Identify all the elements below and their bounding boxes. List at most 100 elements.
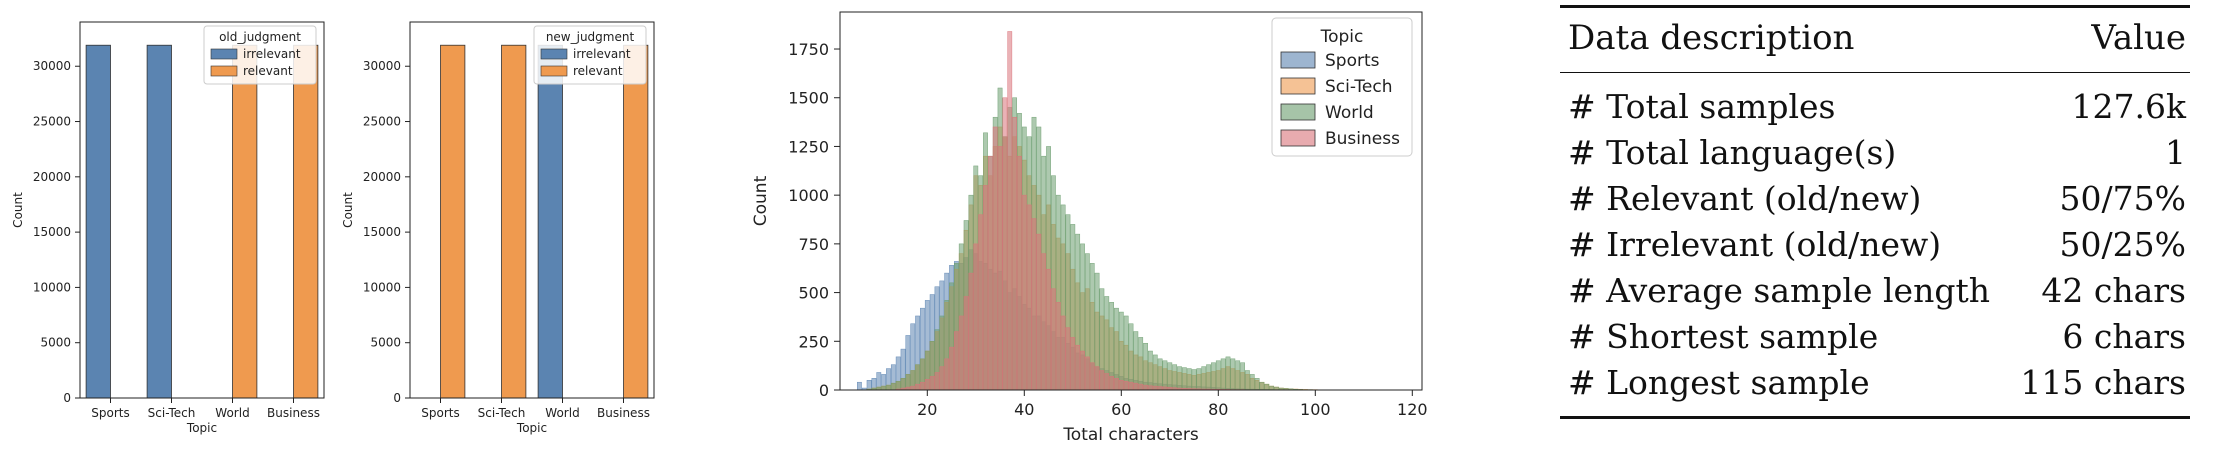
hist-bar-world [1167,362,1173,391]
hist-bar-business [1002,97,1008,391]
hist-bar-business [1046,268,1051,391]
hist-bar-business [1021,194,1027,391]
legend-label-sci-tech: Sci-Tech [1325,77,1393,97]
hist-bar-business [968,272,974,391]
plot-frame [409,21,655,399]
bar-sports-relevant [440,44,466,399]
old-judgment-bars [85,44,319,399]
y-tick-label: 750 [798,235,829,254]
hist-bar-business [1133,382,1139,391]
hist-bar-business [1094,366,1100,391]
old-judgment-y-axis: 0 5000 10000 15000 20000 25000 30000 [33,59,80,405]
hist-bar-world [1172,364,1178,391]
y-tick-label: 30000 [33,59,71,73]
hist-bar-world [1225,356,1231,391]
x-tick-label: 120 [1397,400,1428,419]
hist-bar-business [934,372,940,391]
legend-title: Topic [1320,27,1364,47]
y-tick-label: 10000 [363,280,401,294]
table-row: # Total language(s) 1 [1568,130,2186,176]
header-value: Value [2091,18,2186,58]
table-row: # Total samples 127.6k [1568,84,2186,130]
y-tick-label: 0 [63,391,71,405]
table-row: # Longest sample 115 chars [1568,360,2186,406]
row-value: 115 chars [2020,363,2186,402]
hist-bar-world [1133,331,1139,391]
hist-bar-world [1181,367,1187,391]
new-judgment-bar-chart: 0 5000 10000 15000 20000 25000 30000 Sports Sci… [341,21,655,435]
x-tick-label: 20 [917,400,937,419]
x-tick-label: Business [267,406,320,420]
x-tick-label: Sports [421,406,459,420]
legend-swatch-relevant [210,65,238,77]
histogram-legend: Topic Sports Sci-Tech World Business [1271,17,1413,157]
hist-bar-world [1235,360,1241,391]
hist-bar-business [1157,386,1163,391]
bar-sports-irrelevant [85,44,111,399]
table-header: Data description Value [1568,14,2186,62]
x-tick-label: 40 [1014,400,1034,419]
hist-bar-business [1099,370,1105,391]
hist-bar-world [1254,378,1260,391]
new-judgment-y-axis: 0 5000 10000 15000 20000 25000 30000 [363,59,410,405]
hist-bar-world [1143,342,1148,391]
new-judgment-bars [440,44,649,399]
hist-bar-business [992,126,998,391]
legend-label-irrelevant: irrelevant [573,47,631,61]
table-header-rule [1560,72,2190,73]
hist-bar-business [924,379,930,391]
hist-bar-business [983,185,988,391]
hist-bar-world [1157,358,1163,391]
x-tick-label: 60 [1111,400,1131,419]
y-tick-label: 5000 [370,336,401,350]
hist-bar-business [954,331,959,391]
hist-bar-world [1259,381,1265,391]
row-value: 127.6k [2071,87,2186,126]
x-tick-label: Sci-Tech [478,406,526,420]
legend-label-business: Business [1325,129,1400,149]
row-label: # Shortest sample [1568,317,1879,356]
table-row: # Irrelevant (old/new) 50/25% [1568,222,2186,268]
hist-bar-business [1031,218,1037,391]
plot-frame [79,21,325,399]
hist-bar-world [1269,385,1275,391]
y-tick-label: 10000 [33,280,71,294]
hist-bar-world [1152,354,1158,391]
hist-bar-world [1123,315,1129,391]
y-tick-label: 20000 [363,170,401,184]
table-bottom-rule [1560,416,2190,419]
hist-bar-business [1104,373,1110,391]
hist-bar-world [1206,364,1211,391]
x-tick-label: World [215,406,249,420]
hist-bar-world [890,382,896,391]
hist-bar-world [1177,366,1182,391]
y-tick-label: 5000 [40,336,71,350]
bar-business-relevant [623,44,649,399]
legend-label-sports: Sports [1325,51,1380,71]
legend-swatch-relevant [540,65,568,77]
new-judgment-legend: new_judgment irrelevant relevant [533,25,647,85]
row-value: 6 chars [2062,317,2186,356]
hist-bar-business [920,381,925,391]
hist-bar-world [1249,374,1255,391]
data-description-table: Data description Value # Total samples 1… [1560,0,2190,440]
y-tick-label: 0 [393,391,401,405]
y-tick-label: 1250 [788,137,829,156]
hist-bar-business [1114,378,1119,391]
y-tick-label: 30000 [363,59,401,73]
hist-bar-world [1128,323,1134,391]
hist-bar-business [1123,380,1129,391]
legend-swatch-irrelevant [540,48,568,60]
hist-bar-business [1084,356,1090,391]
bar-world-relevant [232,44,258,399]
y-tick-label: 15000 [33,225,71,239]
hist-bar-business [1138,383,1144,391]
hist-bar-business [973,243,979,391]
legend-title: old_judgment [219,30,301,44]
new-judgment-x-axis: Sports Sci-Tech World Business [421,398,650,420]
bar-sci-tech-irrelevant [146,44,172,399]
x-tick-label: Sports [91,406,129,420]
y-tick-label: 0 [819,381,829,400]
hist-bar-world [1230,358,1236,391]
histogram-x-axis: 20 40 60 80 100 120 [917,390,1428,419]
